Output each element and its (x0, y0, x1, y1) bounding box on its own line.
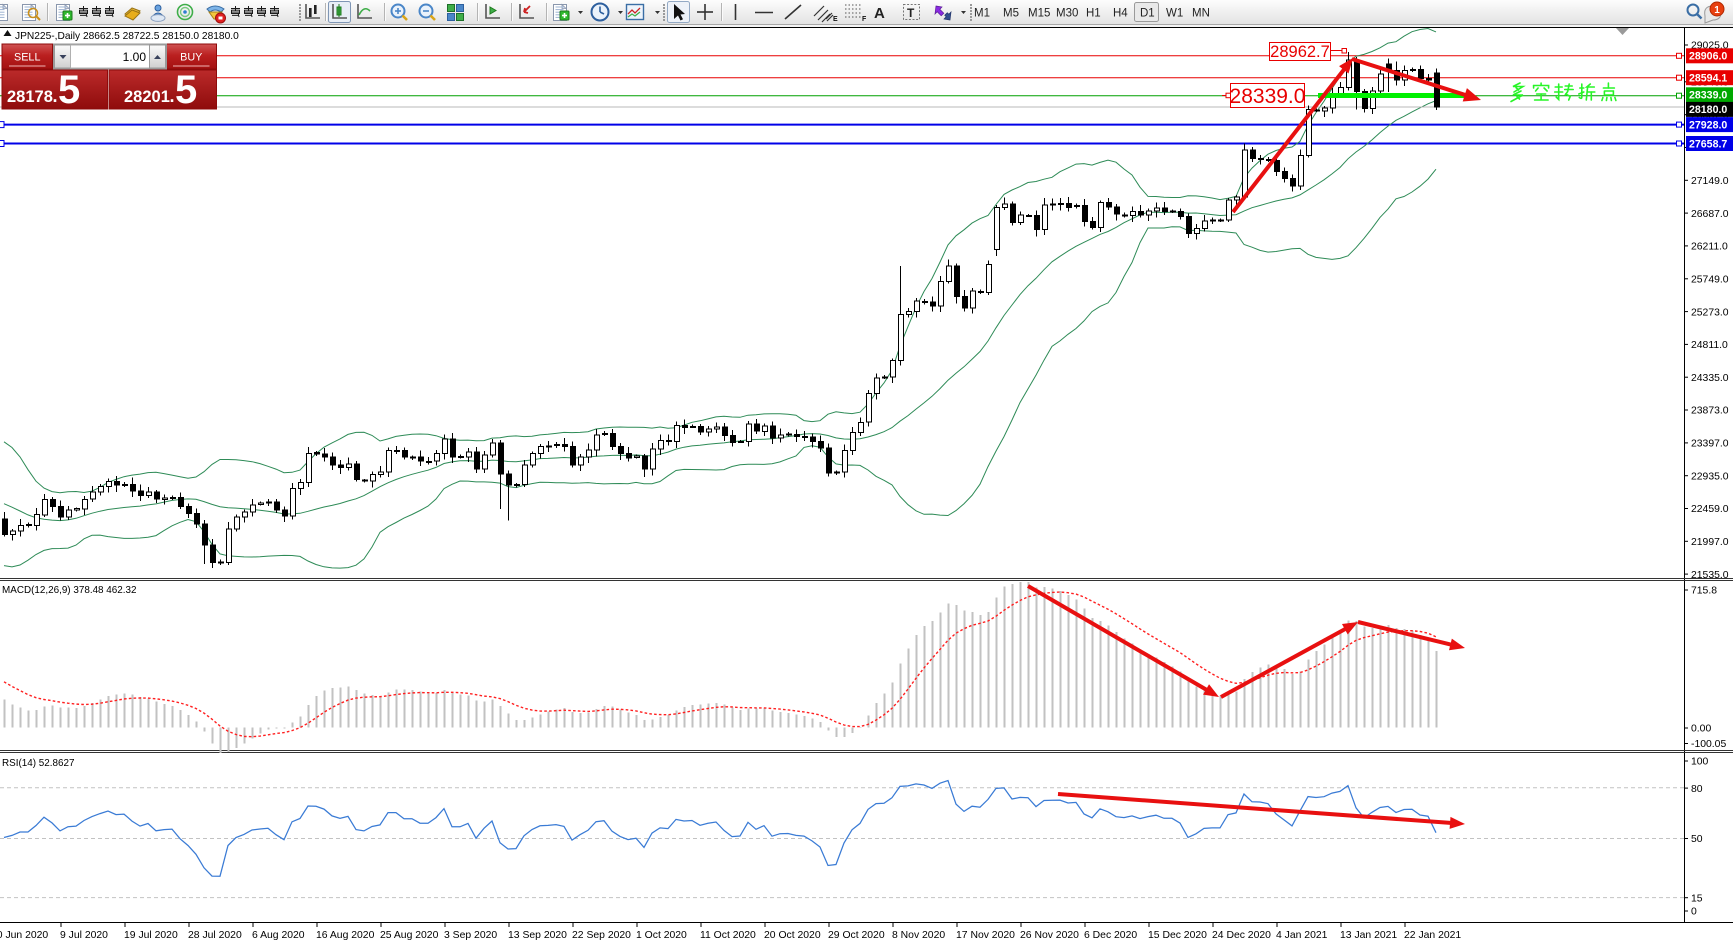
svg-text:1: 1 (1714, 5, 1720, 16)
svg-text:15: 15 (1691, 893, 1703, 904)
svg-text:A: A (874, 5, 885, 22)
svg-text:9 Jul 2020: 9 Jul 2020 (60, 930, 108, 941)
svg-text:50: 50 (1691, 834, 1703, 845)
svg-text:17 Nov 2020: 17 Nov 2020 (956, 930, 1015, 941)
svg-text:8 Nov 2020: 8 Nov 2020 (892, 930, 945, 941)
svg-text:100: 100 (1691, 757, 1709, 768)
svg-text:4 Jan 2021: 4 Jan 2021 (1276, 930, 1328, 941)
svg-text:16 Aug 2020: 16 Aug 2020 (316, 930, 375, 941)
svg-text:19 Jul 2020: 19 Jul 2020 (124, 930, 178, 941)
svg-text:5: 5 (175, 68, 197, 112)
svg-text:28339.0: 28339.0 (1230, 85, 1306, 108)
svg-text:MACD(12,26,9) 378.48 462.32: MACD(12,26,9) 378.48 462.32 (2, 585, 137, 596)
svg-text:M15: M15 (1028, 8, 1050, 20)
svg-text:25 Aug 2020: 25 Aug 2020 (380, 930, 439, 941)
svg-text:RSI(14) 52.8627: RSI(14) 52.8627 (2, 758, 74, 769)
svg-text:1.00: 1.00 (123, 50, 147, 64)
svg-text:29 Oct 2020: 29 Oct 2020 (828, 930, 885, 941)
svg-text:D1: D1 (1140, 8, 1155, 20)
svg-text:3 Sep 2020: 3 Sep 2020 (444, 930, 497, 941)
svg-text:28 Jul 2020: 28 Jul 2020 (188, 930, 242, 941)
svg-text:M5: M5 (1003, 8, 1019, 20)
svg-text:24 Dec 2020: 24 Dec 2020 (1212, 930, 1271, 941)
svg-text:22 Sep 2020: 22 Sep 2020 (572, 930, 631, 941)
svg-text:24335.0: 24335.0 (1691, 373, 1729, 384)
svg-text:BUY: BUY (180, 52, 202, 64)
svg-text:29025.0: 29025.0 (1691, 41, 1729, 52)
svg-text:22459.0: 22459.0 (1691, 504, 1729, 515)
svg-text:JPN225-,Daily 28662.5 28722.5: JPN225-,Daily 28662.5 28722.5 28150.0 28… (15, 31, 239, 42)
svg-text:22935.0: 22935.0 (1691, 471, 1729, 482)
svg-text:28339.0: 28339.0 (1689, 90, 1727, 102)
svg-text:15 Dec 2020: 15 Dec 2020 (1148, 930, 1207, 941)
svg-text:27149.0: 27149.0 (1691, 176, 1729, 187)
svg-text:28594.1: 28594.1 (1689, 73, 1727, 85)
svg-text:H4: H4 (1113, 8, 1128, 20)
svg-text:715.8: 715.8 (1691, 586, 1717, 597)
svg-text:24811.0: 24811.0 (1691, 340, 1728, 351)
svg-text:22 Jan 2021: 22 Jan 2021 (1404, 930, 1461, 941)
svg-text:M1: M1 (974, 8, 990, 20)
svg-text:.: . (53, 86, 58, 106)
svg-text:T: T (907, 6, 915, 20)
svg-text:M30: M30 (1056, 8, 1078, 20)
svg-text:23397.0: 23397.0 (1691, 439, 1729, 450)
svg-text:28180.0: 28180.0 (1689, 104, 1727, 116)
svg-text:MN: MN (1192, 8, 1210, 20)
svg-text:21535.0: 21535.0 (1691, 570, 1729, 581)
svg-text:1 Oct 2020: 1 Oct 2020 (636, 930, 687, 941)
svg-text:.: . (170, 86, 175, 106)
svg-text:6 Dec 2020: 6 Dec 2020 (1084, 930, 1137, 941)
svg-text:27928.0: 27928.0 (1689, 119, 1727, 131)
svg-text:26211.0: 26211.0 (1691, 242, 1728, 253)
svg-text:W1: W1 (1166, 8, 1183, 20)
svg-text:H1: H1 (1086, 8, 1101, 20)
svg-text:0.00: 0.00 (1691, 724, 1711, 735)
svg-text:26 Nov 2020: 26 Nov 2020 (1020, 930, 1079, 941)
svg-text:28906.0: 28906.0 (1689, 51, 1727, 63)
svg-text:20 Oct 2020: 20 Oct 2020 (764, 930, 821, 941)
svg-text:25749.0: 25749.0 (1691, 275, 1729, 286)
svg-text:28178: 28178 (7, 88, 53, 106)
svg-text:11 Oct 2020: 11 Oct 2020 (700, 930, 756, 941)
svg-text:30 Jun 2020: 30 Jun 2020 (0, 930, 48, 941)
svg-text:SELL: SELL (14, 52, 40, 64)
svg-text:28201: 28201 (124, 88, 170, 106)
svg-text:21997.0: 21997.0 (1691, 537, 1729, 548)
svg-text:0: 0 (1691, 907, 1697, 918)
svg-text:13 Jan 2021: 13 Jan 2021 (1340, 930, 1397, 941)
svg-text:27658.7: 27658.7 (1689, 138, 1727, 150)
svg-text:F: F (862, 16, 867, 23)
svg-text:28962.7: 28962.7 (1270, 43, 1330, 61)
svg-text:-100.05: -100.05 (1691, 739, 1726, 750)
svg-text:13 Sep 2020: 13 Sep 2020 (508, 930, 567, 941)
svg-text:23873.0: 23873.0 (1691, 406, 1729, 417)
svg-text:E: E (833, 16, 838, 23)
svg-text:6 Aug 2020: 6 Aug 2020 (252, 930, 305, 941)
svg-text:5: 5 (58, 68, 80, 112)
svg-text:26687.0: 26687.0 (1691, 209, 1729, 220)
svg-text:80: 80 (1691, 784, 1703, 795)
svg-text:25273.0: 25273.0 (1691, 307, 1729, 318)
